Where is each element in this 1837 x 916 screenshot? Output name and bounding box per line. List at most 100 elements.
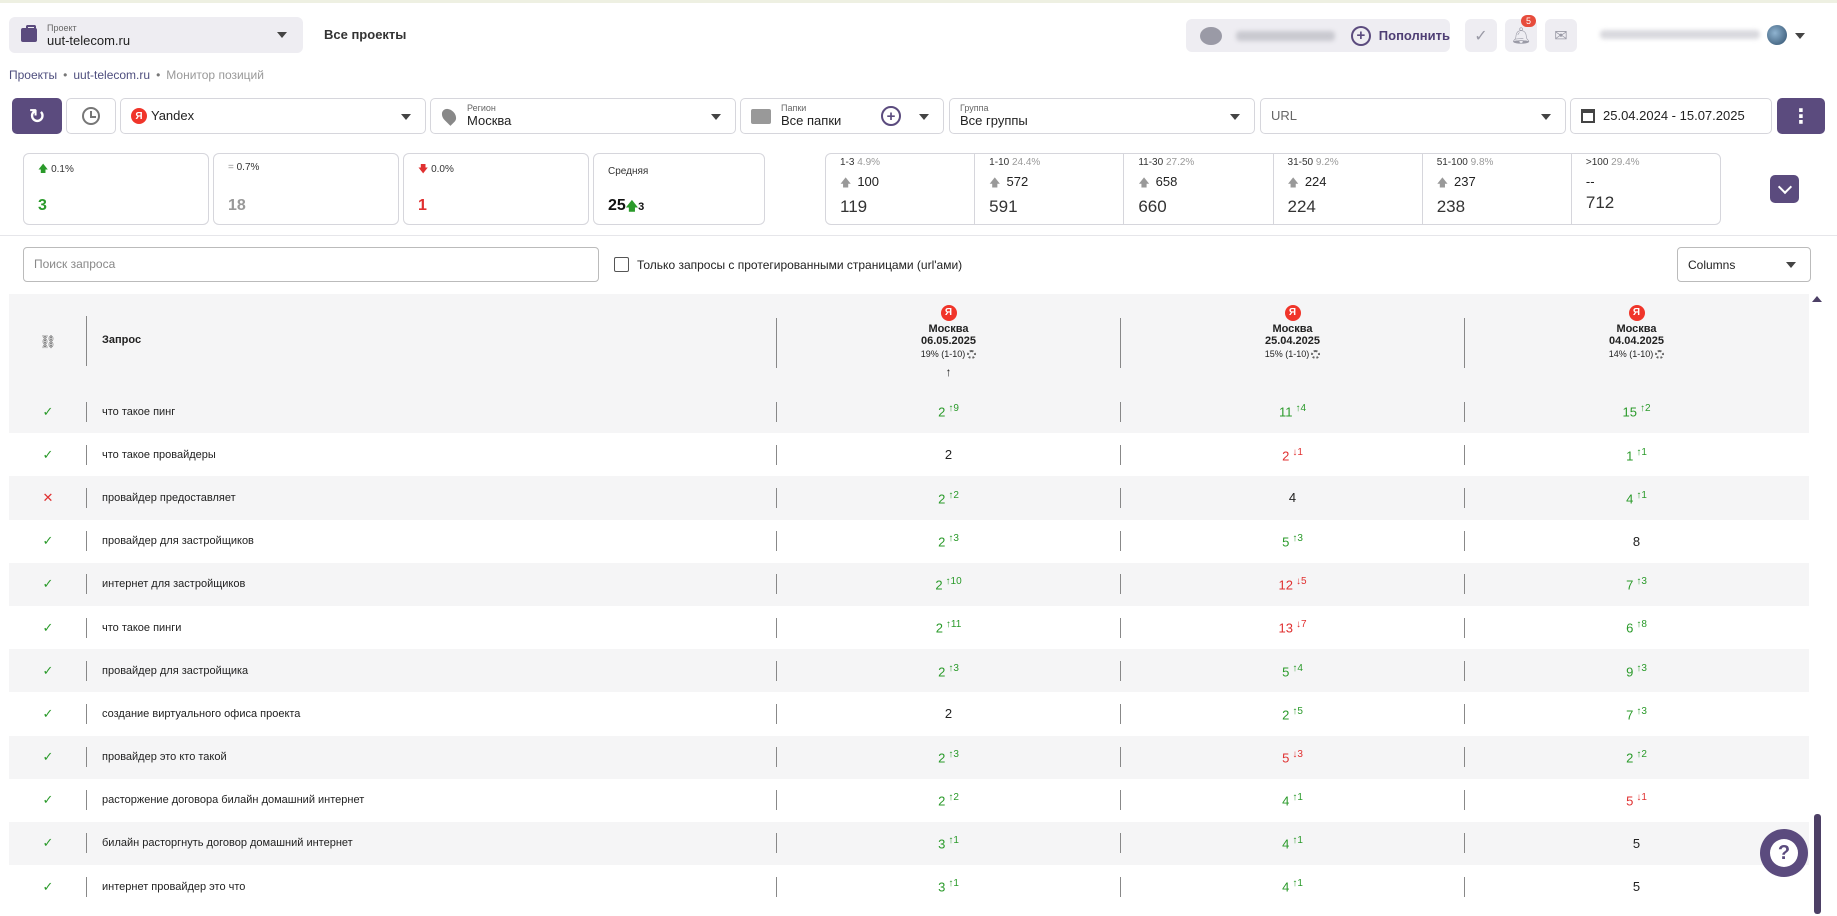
date-column-header[interactable]: Я Москва 04.04.2025 14% (1-10): [1464, 304, 1809, 359]
position-cell[interactable]: 2 ↑3: [776, 749, 1121, 765]
more-options-button[interactable]: ⋮: [1777, 98, 1825, 134]
position-cell[interactable]: 5 ↓3: [1120, 749, 1465, 765]
expand-stats-button[interactable]: [1770, 175, 1799, 203]
position-cell[interactable]: 2 ↓1: [1120, 447, 1465, 463]
tasks-button[interactable]: ✓: [1465, 19, 1497, 52]
table-row[interactable]: ✓ интернет провайдер это что 3 ↑1 4 ↑1 5: [9, 865, 1809, 909]
table-row[interactable]: ✓ что такое провайдеры 2 2 ↓1 1 ↑1: [9, 433, 1809, 477]
position-cell[interactable]: 2: [776, 447, 1121, 462]
query-text[interactable]: провайдер для застройщиков: [102, 535, 254, 548]
table-row[interactable]: ✕ провайдер предоставляет 2 ↑2 4 4 ↑1: [9, 476, 1809, 520]
add-folder-icon[interactable]: +: [881, 106, 901, 126]
breadcrumb-projects[interactable]: Проекты: [9, 68, 58, 82]
query-column-header[interactable]: Запрос: [102, 334, 142, 346]
date-range-picker[interactable]: 25.04.2024 - 15.07.2025: [1570, 98, 1772, 134]
breadcrumb-project[interactable]: uut-telecom.ru: [73, 68, 151, 82]
position-cell[interactable]: 4: [1120, 490, 1465, 505]
topup-button[interactable]: Пополнить: [1378, 28, 1450, 43]
position-cell[interactable]: 2 ↑2: [776, 792, 1121, 808]
position-cell[interactable]: 3 ↑1: [776, 878, 1121, 894]
columns-select[interactable]: Columns: [1677, 247, 1811, 282]
position-cell[interactable]: 4 ↑1: [1120, 792, 1465, 808]
dist-bucket[interactable]: 11-30 27.2% 🡅 658 660: [1124, 154, 1274, 224]
position-cell[interactable]: 2 ↑9: [776, 403, 1121, 419]
position-cell[interactable]: 7 ↑3: [1464, 706, 1809, 722]
table-row[interactable]: ✓ что такое пинги 2 ↑11 13 ↓7 6 ↑8: [9, 605, 1809, 650]
plus-circle-icon[interactable]: +: [1350, 25, 1371, 46]
history-button[interactable]: [66, 98, 116, 134]
folders-select[interactable]: Папки Все папки +: [740, 98, 944, 134]
dist-bucket[interactable]: 1-10 24.4% 🡅 572 591: [975, 154, 1125, 224]
help-button[interactable]: ?: [1760, 829, 1808, 877]
table-row[interactable]: ✓ создание виртуального офиса проекта 2 2 ↑5…: [9, 692, 1809, 736]
table-row[interactable]: ✓ расторжение договора билайн домашний ин…: [9, 778, 1809, 822]
user-menu-chevron-icon[interactable]: [1795, 33, 1805, 39]
position-cell[interactable]: 5: [1464, 879, 1809, 894]
table-row[interactable]: ✓ провайдер для застройщика 2 ↑3 5 ↑4 9 ↑3: [9, 649, 1809, 693]
query-text[interactable]: провайдер это кто такой: [102, 751, 227, 764]
position-cell[interactable]: 12 ↓5: [1120, 576, 1465, 592]
query-text[interactable]: что такое пинг: [102, 405, 176, 418]
tagged-only-checkbox[interactable]: [614, 257, 629, 272]
scrollbar-thumb[interactable]: [1814, 814, 1821, 914]
search-engine-select[interactable]: Я Yandex: [120, 98, 426, 134]
table-row[interactable]: ✓ интернет для застройщиков 2 ↑10 12 ↓5 7 ↑3: [9, 562, 1809, 606]
gear-icon[interactable]: [1655, 349, 1665, 359]
query-text[interactable]: что такое провайдеры: [102, 448, 216, 461]
position-cell[interactable]: 15 ↑2: [1464, 403, 1809, 419]
improved-card[interactable]: 🡅 0.1% 3: [23, 153, 209, 225]
position-cell[interactable]: 11 ↑4: [1120, 403, 1465, 419]
query-text[interactable]: что такое пинги: [102, 621, 182, 634]
position-cell[interactable]: 4 ↑1: [1120, 878, 1465, 894]
dist-bucket[interactable]: 1-3 4.9% 🡅 100 119: [826, 154, 976, 224]
position-cell[interactable]: 8: [1464, 534, 1809, 549]
dist-bucket[interactable]: 31-50 9.2% 🡅 224 224: [1274, 154, 1423, 224]
position-cell[interactable]: 2 ↑11: [776, 619, 1121, 635]
position-cell[interactable]: 1 ↑1: [1464, 447, 1809, 463]
position-cell[interactable]: 2: [776, 706, 1121, 721]
date-column-header[interactable]: Я Москва 25.04.2025 15% (1-10): [1120, 304, 1465, 359]
position-cell[interactable]: 2 ↑3: [776, 663, 1121, 679]
dist-bucket[interactable]: 51-100 9.8% 🡅 237 238: [1423, 154, 1572, 224]
position-cell[interactable]: 5 ↑3: [1120, 533, 1465, 549]
query-text[interactable]: расторжение договора билайн домашний инт…: [102, 794, 365, 807]
position-cell[interactable]: 4 ↑1: [1464, 490, 1809, 506]
avatar[interactable]: [1767, 25, 1787, 45]
date-column-header[interactable]: Я Москва 06.05.2025 19% (1-10) ↑: [776, 304, 1121, 379]
region-select[interactable]: Регион Москва: [430, 98, 736, 134]
position-cell[interactable]: 3 ↑1: [776, 835, 1121, 851]
position-cell[interactable]: 5 ↑4: [1120, 663, 1465, 679]
position-cell[interactable]: 9 ↑3: [1464, 663, 1809, 679]
messages-button[interactable]: ✉: [1545, 19, 1577, 52]
position-cell[interactable]: 6 ↑8: [1464, 619, 1809, 635]
position-cell[interactable]: 2 ↑2: [776, 490, 1121, 506]
link-icon[interactable]: ⛓: [39, 334, 57, 349]
position-cell[interactable]: 13 ↓7: [1120, 619, 1465, 635]
position-cell[interactable]: 2 ↑5: [1120, 706, 1465, 722]
position-cell[interactable]: 5 ↓1: [1464, 792, 1809, 808]
declined-card[interactable]: 🡇 0.0% 1: [403, 153, 589, 225]
refresh-button[interactable]: ↻: [12, 98, 62, 134]
query-search-input[interactable]: Поиск запроса: [23, 247, 599, 282]
position-cell[interactable]: 4 ↑1: [1120, 835, 1465, 851]
all-projects-link[interactable]: Все проекты: [324, 27, 407, 42]
sort-arrow-icon[interactable]: ↑: [945, 364, 952, 379]
project-selector[interactable]: Проект uut-telecom.ru: [9, 17, 303, 53]
query-text[interactable]: провайдер для застройщика: [102, 664, 249, 677]
group-select[interactable]: Группа Все группы: [949, 98, 1255, 134]
table-row[interactable]: ✓ провайдер для застройщиков 2 ↑3 5 ↑3 8: [9, 519, 1809, 563]
query-text[interactable]: создание виртуального офиса проекта: [102, 707, 301, 720]
position-cell[interactable]: 2 ↑2: [1464, 749, 1809, 765]
position-cell[interactable]: 7 ↑3: [1464, 576, 1809, 592]
gear-icon[interactable]: [967, 349, 977, 359]
query-text[interactable]: провайдер предоставляет: [102, 491, 236, 504]
url-select[interactable]: URL: [1260, 98, 1566, 134]
dist-bucket[interactable]: >100 29.4% -- 712: [1572, 154, 1720, 224]
scroll-up-icon[interactable]: [1812, 296, 1822, 302]
position-cell[interactable]: 2 ↑10: [776, 576, 1121, 592]
query-text[interactable]: интернет для застройщиков: [102, 578, 246, 591]
table-row[interactable]: ✓ что такое пинг 2 ↑9 11 ↑4 15 ↑2: [9, 390, 1809, 434]
query-text[interactable]: интернет провайдер это что: [102, 880, 246, 893]
gear-icon[interactable]: [1311, 349, 1321, 359]
position-cell[interactable]: 5: [1464, 836, 1809, 851]
